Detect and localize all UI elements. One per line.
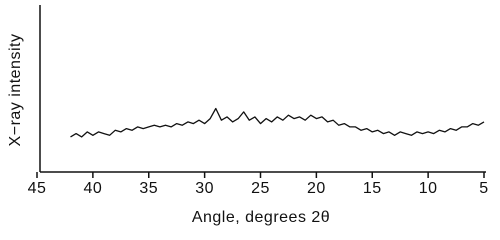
x-tick-label: 40: [83, 180, 102, 197]
y-axis-label: X−ray intensity: [7, 34, 24, 147]
x-tick-label: 25: [251, 180, 270, 197]
data-line: [70, 107, 485, 138]
x-tick-label: 10: [419, 180, 438, 197]
x-tick-label: 30: [195, 180, 214, 197]
x-axis-label: Angle, degrees 2θ: [192, 209, 330, 226]
x-tick-label: 35: [139, 180, 158, 197]
x-tick-label: 20: [307, 180, 326, 197]
x-tick-label: 5: [479, 180, 488, 197]
x-tick-label: 15: [363, 180, 382, 197]
x-tick-label: 45: [28, 180, 47, 197]
